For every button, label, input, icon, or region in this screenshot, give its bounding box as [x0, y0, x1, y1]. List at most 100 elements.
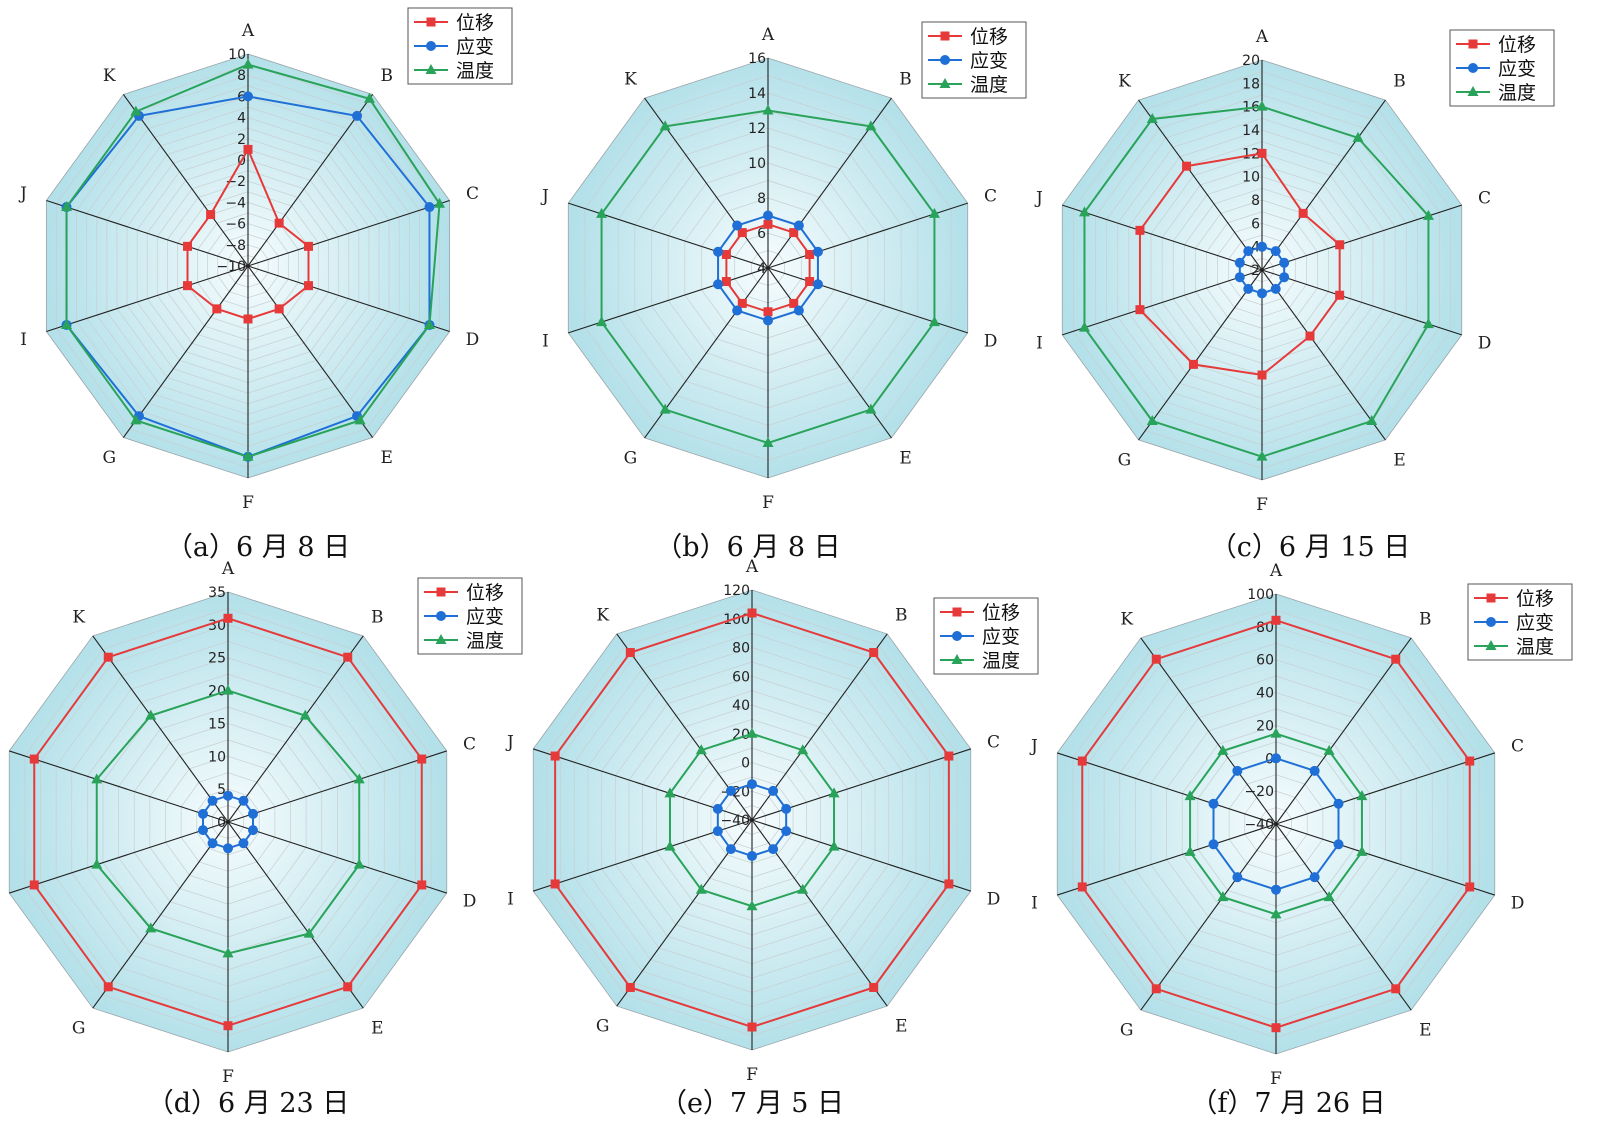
- spoke-E: [1261, 269, 1386, 441]
- legend-label: 温度: [466, 630, 504, 652]
- data-point: [789, 228, 799, 238]
- data-point: [712, 803, 723, 814]
- legend-marker: [1486, 617, 1496, 627]
- data-point: [274, 304, 284, 314]
- axis-label: B: [380, 66, 393, 86]
- legend-label: 位移: [1498, 34, 1536, 56]
- data-point: [1270, 727, 1282, 738]
- legend-label: 位移: [456, 12, 494, 34]
- data-point: [183, 281, 193, 291]
- data-point: [353, 773, 365, 784]
- data-point: [207, 795, 218, 806]
- tick-label: 40: [1256, 686, 1274, 702]
- chart-caption: （b）6 月 8 日: [655, 532, 840, 563]
- data-point: [793, 305, 804, 316]
- axis-label: B: [1419, 610, 1432, 630]
- axis-label: C: [984, 187, 997, 207]
- data-point: [212, 304, 222, 314]
- legend-label: 应变: [1516, 612, 1554, 634]
- data-point: [659, 403, 671, 414]
- data-point: [664, 787, 676, 798]
- axis-label: B: [1393, 72, 1406, 92]
- data-point: [763, 315, 773, 326]
- data-point: [1077, 756, 1087, 766]
- tick-label: 5: [217, 782, 226, 798]
- data-point: [1078, 206, 1090, 217]
- spoke-D: [247, 265, 450, 333]
- data-point: [222, 684, 234, 695]
- spoke-B: [1275, 637, 1412, 825]
- legend-marker: [951, 654, 963, 664]
- legend-label: 位移: [466, 582, 504, 604]
- legend-label: 温度: [1516, 636, 1554, 658]
- axis-label: D: [466, 330, 480, 350]
- axis-label: K: [624, 70, 637, 90]
- data-point: [274, 218, 284, 228]
- data-point: [1257, 148, 1267, 158]
- data-point: [243, 91, 253, 102]
- data-point: [1356, 845, 1368, 856]
- data-point: [746, 900, 758, 911]
- data-point: [1271, 615, 1281, 625]
- data-point: [1270, 283, 1281, 294]
- legend-label: 应变: [1498, 58, 1536, 80]
- data-point: [1257, 370, 1267, 380]
- axis-label: C: [466, 184, 479, 204]
- data-point: [725, 844, 736, 855]
- tick-label: −10: [216, 259, 246, 275]
- data-point: [1465, 756, 1475, 766]
- tick-label: 10: [228, 47, 246, 63]
- axis-label: F: [746, 1065, 758, 1085]
- spoke-G: [122, 265, 249, 438]
- tick-label: 120: [723, 583, 750, 599]
- axis-label: E: [895, 1016, 907, 1036]
- legend-marker: [940, 55, 950, 65]
- tick-label: 60: [732, 669, 750, 685]
- data-point: [869, 648, 879, 658]
- data-point: [145, 709, 157, 720]
- axis-label: J: [1034, 189, 1043, 209]
- axis-label: K: [103, 66, 116, 86]
- tick-label: 8: [757, 191, 766, 207]
- data-point: [596, 207, 608, 218]
- tick-label: 16: [748, 51, 766, 67]
- data-point: [1422, 318, 1434, 329]
- tick-label: 100: [1247, 587, 1274, 603]
- data-point: [242, 450, 254, 461]
- spoke-I: [1057, 823, 1277, 896]
- data-point: [768, 785, 779, 796]
- data-point: [1234, 257, 1245, 268]
- data-point: [1279, 272, 1290, 283]
- data-point: [1333, 798, 1344, 809]
- series-3: [596, 104, 940, 447]
- data-point: [550, 751, 560, 761]
- spoke-C: [227, 750, 447, 823]
- data-point: [242, 58, 254, 69]
- tick-label: 35: [208, 585, 226, 601]
- tick-label: −8: [225, 238, 246, 254]
- axis-label: K: [72, 608, 85, 628]
- data-point: [781, 826, 792, 837]
- tick-label: 25: [208, 651, 226, 667]
- data-point: [1135, 305, 1145, 315]
- data-point: [303, 241, 313, 251]
- legend-label: 应变: [982, 626, 1020, 648]
- axis-label: E: [371, 1018, 383, 1038]
- axis-label: J: [505, 733, 514, 753]
- data-point: [1270, 246, 1281, 257]
- data-point: [1305, 331, 1315, 341]
- series-3: [91, 684, 365, 958]
- data-point: [763, 210, 773, 221]
- chart-caption: （c）6 月 15 日: [1210, 532, 1410, 563]
- tick-label: 8: [237, 68, 246, 84]
- data-point: [1151, 654, 1161, 664]
- data-point: [1309, 872, 1320, 883]
- data-point: [1217, 744, 1229, 755]
- data-point: [343, 652, 353, 662]
- data-point: [1323, 744, 1335, 755]
- data-point: [207, 838, 218, 849]
- spoke-I: [46, 265, 249, 333]
- data-point: [91, 773, 103, 784]
